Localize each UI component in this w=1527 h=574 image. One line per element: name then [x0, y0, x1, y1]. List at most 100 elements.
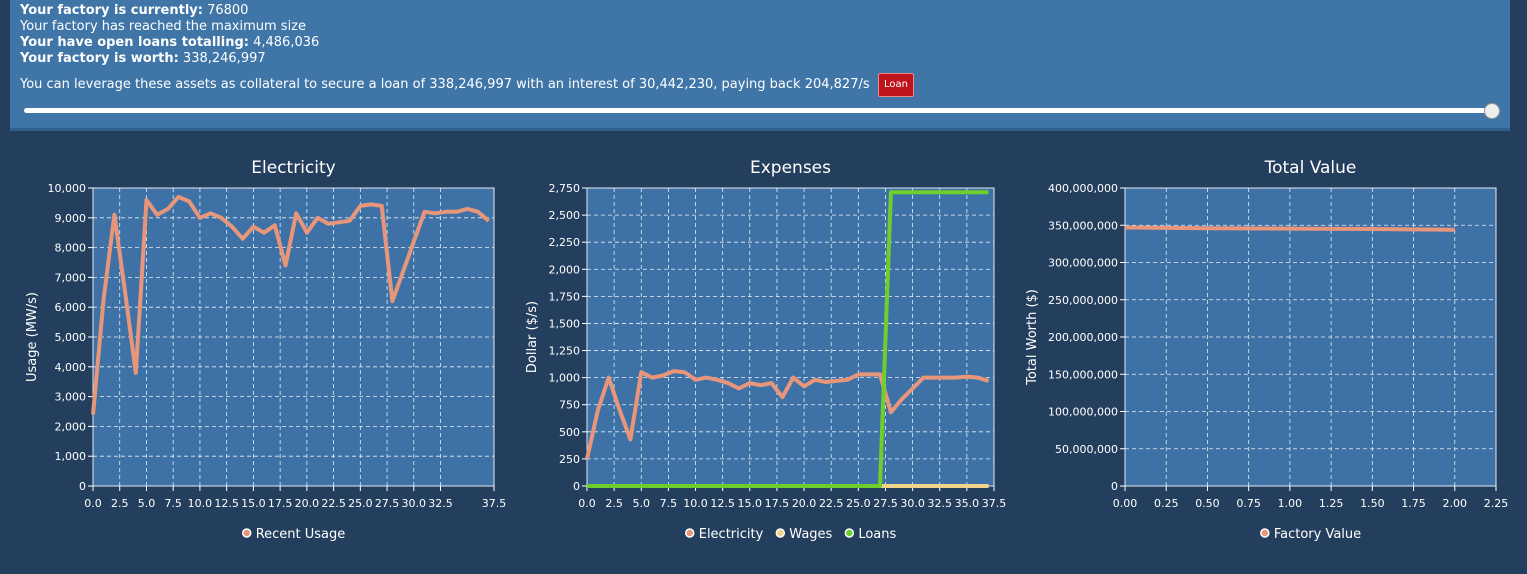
info-line: Your factory is currently: 76800	[20, 3, 248, 19]
info-value: Your factory has reached the maximum siz…	[20, 19, 307, 34]
x-tick-label: 17.5	[268, 497, 293, 510]
loan-button[interactable]: Loan	[878, 73, 914, 97]
y-tick-label: 50,000,000	[1055, 443, 1118, 456]
x-tick-label: 20.0	[792, 497, 817, 510]
legend-label: Electricity	[699, 527, 764, 542]
y-tick-label: 6,000	[55, 301, 87, 314]
legend-marker	[775, 528, 786, 538]
y-tick-label: 400,000,000	[1048, 182, 1118, 195]
x-tick-label: 22.5	[321, 497, 346, 510]
x-tick-label: 15.0	[241, 497, 266, 510]
y-axis-label: Total Worth ($)	[1025, 289, 1040, 386]
chart-title: Total Value	[1264, 158, 1357, 178]
x-tick-label: 30.0	[900, 497, 925, 510]
plot-area	[92, 187, 495, 487]
info-label: Your factory is currently:	[20, 3, 203, 18]
info-value: 338,246,997	[182, 51, 266, 66]
x-tick-label: 2.00	[1443, 497, 1468, 510]
x-tick-label: 22.5	[819, 497, 844, 510]
y-tick-label: 0	[573, 480, 580, 493]
y-tick-label: 250,000,000	[1048, 294, 1118, 307]
y-tick-label: 3,000	[55, 391, 87, 404]
x-tick-label: 0.0	[578, 497, 596, 510]
y-tick-label: 8,000	[55, 242, 87, 255]
y-tick-label: 4,000	[55, 361, 87, 374]
chart-title: Expenses	[750, 158, 831, 178]
y-tick-label: 100,000,000	[1048, 406, 1118, 419]
y-tick-label: 0	[79, 480, 86, 493]
series-line	[1124, 225, 1455, 232]
y-tick-label: 500	[559, 426, 580, 439]
y-tick-label: 0	[1111, 480, 1118, 493]
x-tick-label: 0.50	[1195, 497, 1220, 510]
x-tick-label: 30.0	[402, 497, 427, 510]
x-tick-label: 27.5	[873, 497, 898, 510]
y-tick-label: 250	[559, 453, 580, 466]
x-tick-label: 5.0	[633, 497, 651, 510]
x-tick-label: 10.0	[188, 497, 213, 510]
x-tick-label: 20.0	[295, 497, 320, 510]
y-tick-label: 5,000	[55, 331, 87, 344]
info-label: Your have open loans totalling:	[20, 35, 249, 50]
info-line: Your have open loans totalling: 4,486,03…	[20, 35, 319, 51]
y-axis-label: Dollar ($/s)	[525, 301, 540, 373]
y-tick-label: 1,000	[549, 372, 581, 385]
legend: Electricity Wages Loans	[684, 527, 896, 542]
x-tick-label: 1.75	[1401, 497, 1426, 510]
y-tick-label: 1,500	[549, 317, 581, 330]
series-line	[587, 190, 989, 488]
chart-title: Electricity	[251, 158, 335, 178]
x-tick-label: 2.5	[111, 497, 129, 510]
x-tick-label: 1.00	[1278, 497, 1303, 510]
legend-marker	[241, 528, 252, 538]
x-tick-label: 0.00	[1113, 497, 1138, 510]
slider-thumb[interactable]	[1484, 103, 1500, 119]
x-tick-label: 25.0	[348, 497, 373, 510]
y-tick-label: 2,250	[549, 236, 581, 249]
x-tick-label: 35.0	[955, 497, 980, 510]
x-tick-label: 15.0	[738, 497, 763, 510]
y-tick-label: 1,250	[549, 345, 581, 358]
series-line	[91, 194, 490, 415]
y-tick-label: 1,750	[549, 290, 581, 303]
y-tick-label: 200,000,000	[1048, 331, 1118, 344]
x-tick-label: 25.0	[846, 497, 871, 510]
slider-track[interactable]	[24, 108, 1494, 113]
legend: Recent Usage	[241, 527, 346, 542]
loan-text: You can leverage these assets as collate…	[20, 77, 870, 92]
plot-area	[586, 187, 995, 487]
x-tick-label: 27.5	[375, 497, 400, 510]
x-tick-label: 12.5	[214, 497, 239, 510]
y-tick-label: 300,000,000	[1048, 257, 1118, 270]
x-tick-label: 0.25	[1154, 497, 1179, 510]
y-tick-label: 2,000	[55, 420, 87, 433]
x-tick-label: 17.5	[765, 497, 790, 510]
x-tick-label: 32.5	[927, 497, 952, 510]
y-tick-label: 750	[559, 399, 580, 412]
x-tick-label: 2.25	[1484, 497, 1509, 510]
y-tick-label: 350,000,000	[1048, 219, 1118, 232]
info-panel: Your factory is currently: 76800 Your fa…	[10, 0, 1510, 131]
info-line: Your factory has reached the maximum siz…	[20, 19, 306, 35]
info-value: 4,486,036	[253, 35, 320, 50]
plot-area	[1124, 187, 1497, 487]
y-tick-label: 2,000	[549, 263, 581, 276]
y-tick-label: 9,000	[55, 212, 87, 225]
x-tick-label: 37.5	[482, 497, 507, 510]
series-line	[585, 369, 990, 460]
x-tick-label: 2.5	[605, 497, 623, 510]
legend-label: Loans	[858, 527, 896, 542]
y-tick-label: 2,750	[549, 182, 581, 195]
legend-marker	[684, 528, 695, 538]
x-tick-label: 7.5	[164, 497, 182, 510]
x-tick-label: 1.50	[1360, 497, 1385, 510]
legend: Factory Value	[1260, 527, 1361, 542]
info-value: 76800	[207, 3, 249, 18]
legend-label: Wages	[789, 527, 832, 542]
legend-label: Recent Usage	[256, 527, 346, 542]
x-tick-label: 32.5	[428, 497, 453, 510]
y-tick-label: 2,500	[549, 209, 581, 222]
y-tick-label: 7,000	[55, 271, 87, 284]
info-line: Your factory is worth: 338,246,997	[20, 51, 266, 67]
